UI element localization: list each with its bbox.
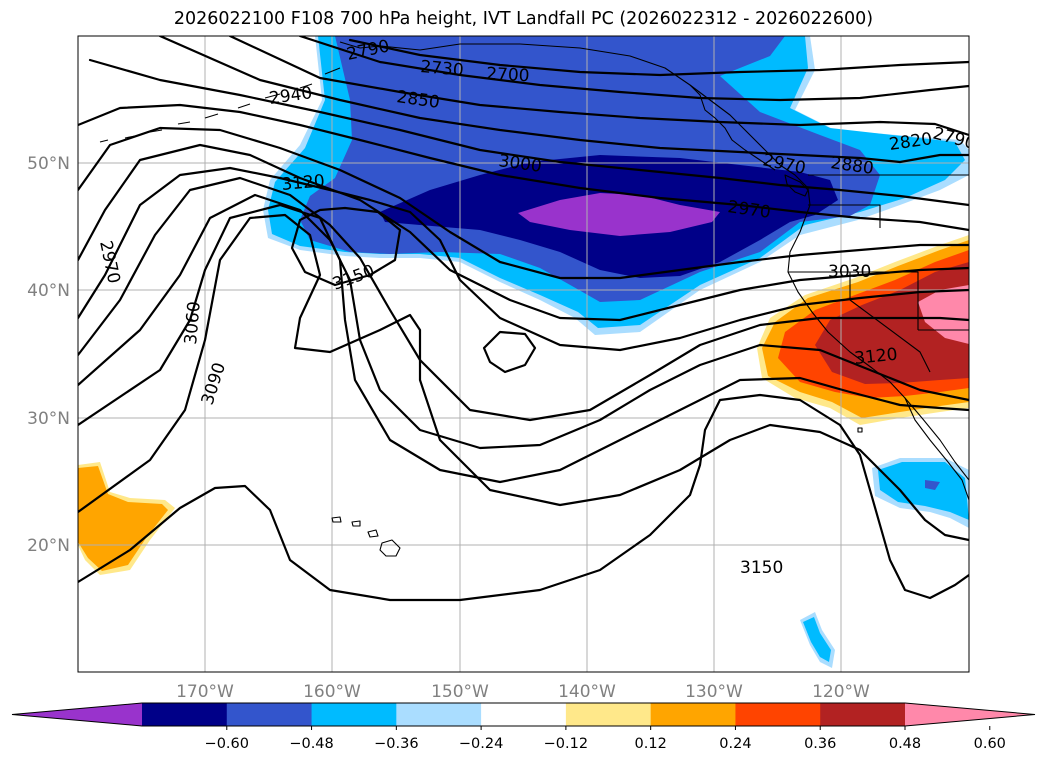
ivt-south-minus-024 xyxy=(803,617,831,662)
longitude-labels: 170°W 160°W 150°W 140°W 130°W 120°W xyxy=(176,682,870,702)
colorbar-ticks: −0.60 −0.48 −0.36 −0.24 −0.12 0.12 0.24 0.36 0.4… xyxy=(205,726,1006,752)
colorbar-cell xyxy=(396,703,482,726)
lat-tick-label: 50°N xyxy=(27,154,70,174)
map-frame xyxy=(77,35,970,673)
colorbar-cell xyxy=(481,703,567,726)
contour-label: 3150 xyxy=(740,558,783,578)
colorbar-cell xyxy=(565,703,652,726)
colorbar-tick-label: 0.36 xyxy=(804,736,836,752)
height-contour xyxy=(158,36,969,164)
contour-label: 3030 xyxy=(828,262,871,282)
height-contour xyxy=(78,103,969,232)
colorbar-outline xyxy=(11,702,1036,727)
colorbar-cells xyxy=(11,702,1036,727)
colorbar-cell xyxy=(820,703,906,726)
lon-tick-label: 160°W xyxy=(303,682,361,702)
contour-label: 2730 xyxy=(420,57,465,81)
contour-label: 3060 xyxy=(181,301,205,346)
ivt-level-plus-060 xyxy=(918,285,969,344)
colorbar-cell xyxy=(142,703,228,726)
height-contour xyxy=(78,203,969,484)
vancouver-island xyxy=(784,174,809,197)
colorbar-tick-label: −0.12 xyxy=(544,736,588,752)
colorbar-tick-label: −0.48 xyxy=(289,736,333,752)
colorbar-tick-label: 0.60 xyxy=(974,736,1006,752)
aleutian-islands xyxy=(99,67,341,143)
lon-tick-label: 150°W xyxy=(431,682,489,702)
ivt-mexico-minus-024 xyxy=(878,462,969,520)
colorbar-cell xyxy=(735,703,821,726)
state-border-nv xyxy=(850,271,919,330)
contour-label: 3120 xyxy=(281,171,326,195)
alaska-panhandle xyxy=(689,84,776,171)
height-contour xyxy=(348,38,969,77)
map-gridlines xyxy=(78,36,969,672)
height-contour xyxy=(290,206,402,287)
latitude-labels: 50°N 40°N 30°N 20°N xyxy=(27,154,70,556)
guadalupe-island xyxy=(857,427,863,433)
colorbar-tick-label: −0.36 xyxy=(374,736,418,752)
hawaii-oahu xyxy=(351,520,361,527)
lat-tick-label: 40°N xyxy=(27,281,70,301)
height-contour xyxy=(298,36,969,102)
colorbar-tick-label: 0.12 xyxy=(635,736,667,752)
height-contour xyxy=(88,58,969,207)
lat-tick-label: 20°N xyxy=(27,536,70,556)
colorbar-cell xyxy=(226,703,313,726)
hawaii-maui xyxy=(367,529,379,538)
height-contour xyxy=(78,176,969,422)
colorbar: −0.60 −0.48 −0.36 −0.24 −0.12 0.12 0.24 0.36 0.4… xyxy=(11,702,1036,752)
height-contours xyxy=(78,36,969,602)
colorbar-extend-low xyxy=(12,703,142,726)
coastlines xyxy=(99,41,969,557)
height-contour xyxy=(78,213,969,542)
lat-tick-label: 30°N xyxy=(27,409,70,429)
lon-tick-label: 130°W xyxy=(685,682,743,702)
height-contour xyxy=(78,193,969,450)
lon-tick-label: 170°W xyxy=(176,682,234,702)
height-contour xyxy=(78,126,969,280)
height-contour xyxy=(482,330,537,374)
colorbar-extend-high xyxy=(905,703,1035,726)
height-contour xyxy=(78,143,969,322)
ivt-level-minus-060 xyxy=(518,193,720,236)
ivt-mexico-minus-036 xyxy=(925,480,940,490)
colorbar-tick-label: −0.60 xyxy=(205,736,249,752)
ivt-positive-shading xyxy=(757,235,969,425)
baja-coast xyxy=(904,397,969,501)
lon-tick-label: 120°W xyxy=(812,682,870,702)
height-contour xyxy=(228,36,969,137)
lon-tick-label: 140°W xyxy=(558,682,616,702)
colorbar-tick-label: 0.24 xyxy=(719,736,751,752)
contour-label: 3120 xyxy=(853,345,898,369)
contour-label: 2700 xyxy=(486,64,530,86)
colorbar-tick-label: −0.24 xyxy=(459,736,503,752)
hawaii-kauai xyxy=(331,516,342,523)
colorbar-cell xyxy=(311,703,397,726)
north-america-coast xyxy=(339,41,969,481)
colorbar-tick-label: 0.48 xyxy=(889,736,921,752)
map-title: 2026022100 F108 700 hPa height, IVT Land… xyxy=(173,9,874,29)
height-contour xyxy=(78,166,969,352)
colorbar-cell xyxy=(650,703,736,726)
hawaii-big-island xyxy=(379,539,401,557)
map-plot-area: 2790 2730 2700 2940 2850 3000 2970 2880 … xyxy=(78,36,969,672)
height-contour xyxy=(78,393,969,602)
ivt-negative-shading xyxy=(263,36,969,335)
